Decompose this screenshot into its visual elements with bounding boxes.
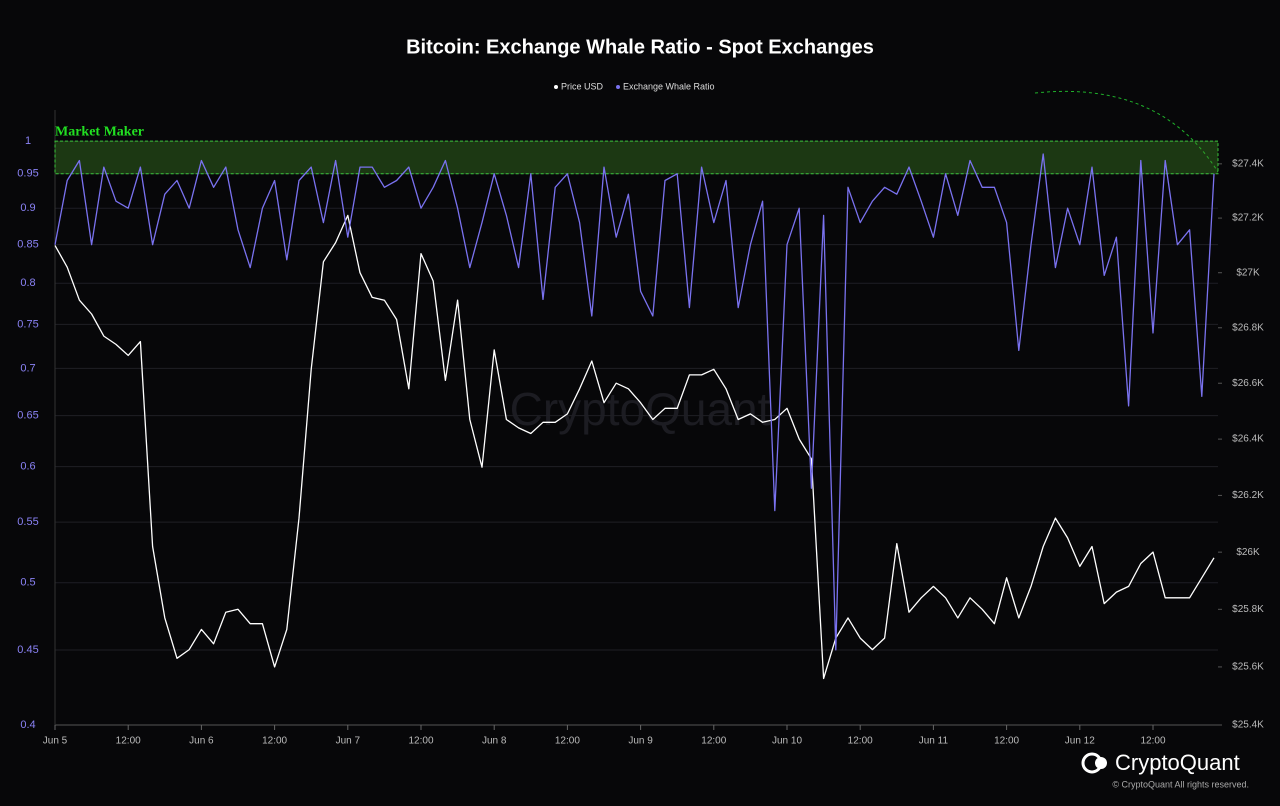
x-tick-label: 12:00 [848, 736, 873, 747]
y-tick-label: 0.7 [20, 362, 35, 374]
y2-tick-label: $26.6K [1232, 378, 1264, 389]
legend-marker [554, 85, 558, 89]
x-tick-label: 12:00 [994, 736, 1019, 747]
x-tick-label: 12:00 [262, 736, 287, 747]
series-line [54, 214, 1215, 680]
x-tick-label: Jun 5 [43, 736, 68, 747]
y2-tick-label: $26.2K [1232, 490, 1264, 501]
y-tick-label: 0.8 [20, 277, 35, 289]
x-tick-label: Jun 10 [772, 736, 802, 747]
y-tick-label: 0.55 [17, 516, 38, 528]
y2-tick-label: $25.4K [1232, 720, 1264, 731]
y-tick-label: 0.9 [20, 202, 35, 214]
y-tick-label: 0.5 [20, 577, 35, 589]
y-tick-label: 0.4 [20, 719, 35, 731]
x-tick-label: Jun 8 [482, 736, 507, 747]
x-tick-label: Jun 7 [336, 736, 361, 747]
y2-tick-label: $27.4K [1232, 158, 1264, 169]
y-tick-label: 0.65 [17, 410, 38, 422]
x-tick-label: 12:00 [408, 736, 433, 747]
legend-label: Exchange Whale Ratio [623, 81, 715, 91]
y-tick-label: 0.95 [17, 168, 38, 180]
x-tick-label: Jun 9 [628, 736, 653, 747]
y-tick-label: 0.85 [17, 239, 38, 251]
copyright: © CryptoQuant All rights reserved. [1112, 779, 1249, 789]
watermark: CryptoQuant [510, 383, 771, 435]
legend-marker [616, 85, 621, 89]
y2-tick-label: $25.6K [1232, 662, 1264, 673]
x-tick-label: 12:00 [555, 736, 580, 747]
y-tick-label: 0.45 [17, 644, 38, 656]
y2-tick-label: $25.8K [1232, 604, 1264, 615]
y-tick-label: 0.75 [17, 318, 38, 330]
y2-tick-label: $26.4K [1232, 434, 1264, 445]
y2-tick-label: $27K [1236, 267, 1260, 278]
y2-tick-label: $27.2K [1232, 213, 1264, 224]
x-tick-label: 12:00 [1140, 736, 1165, 747]
y-tick-label: 0.6 [20, 461, 35, 473]
y2-tick-label: $26.8K [1232, 322, 1264, 333]
x-tick-label: Jun 12 [1065, 736, 1095, 747]
brand-logo [1081, 752, 1107, 774]
legend-label: Price USD [561, 81, 604, 91]
y-tick-label: 1 [25, 135, 31, 147]
decor-arc [1034, 90, 1219, 173]
annotation-label: Market Maker [55, 124, 144, 139]
brand: CryptoQuant [1115, 750, 1240, 775]
chart-title: Bitcoin: Exchange Whale Ratio - Spot Exc… [406, 36, 874, 58]
x-tick-label: 12:00 [701, 736, 726, 747]
x-tick-label: 12:00 [116, 736, 141, 747]
x-tick-label: Jun 11 [919, 736, 949, 747]
x-tick-label: Jun 6 [189, 736, 214, 747]
annotation-band [54, 140, 1219, 175]
y2-tick-label: $26K [1236, 547, 1260, 558]
series-line [54, 153, 1215, 651]
